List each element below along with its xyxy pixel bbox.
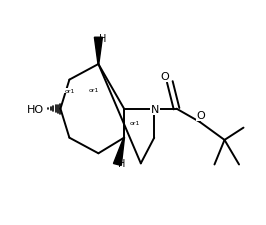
- Text: H: H: [99, 34, 106, 44]
- Text: or1: or1: [64, 89, 74, 94]
- Text: HO: HO: [27, 104, 44, 114]
- Polygon shape: [114, 138, 124, 166]
- Text: or1: or1: [89, 88, 99, 93]
- Text: O: O: [160, 72, 169, 82]
- Text: H: H: [118, 159, 125, 169]
- Text: O: O: [197, 111, 205, 121]
- Text: N: N: [151, 104, 160, 114]
- Polygon shape: [94, 38, 102, 65]
- Text: or1: or1: [130, 120, 140, 125]
